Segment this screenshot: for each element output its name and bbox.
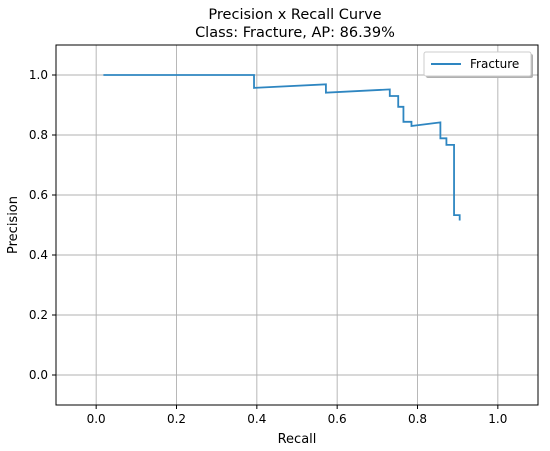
x-tick-label: 1.0 bbox=[488, 412, 507, 426]
x-tick-label: 0.4 bbox=[247, 412, 266, 426]
plot-frame bbox=[55, 44, 539, 406]
x-tick-label: 0.6 bbox=[328, 412, 347, 426]
chart-title: Precision x Recall Curve bbox=[208, 7, 381, 23]
x-tick-label: 0.2 bbox=[167, 412, 186, 426]
y-axis-label: Precision bbox=[6, 196, 21, 254]
grid-lines bbox=[56, 45, 538, 405]
legend-box bbox=[423, 51, 532, 77]
y-tick-label: 0.6 bbox=[29, 188, 48, 202]
axis-ticks: 0.0 0.2 0.4 0.6 0.8 1.0 0.0 0.2 0.4 0.6 0.8 1.0 bbox=[29, 68, 507, 426]
series-line-fracture bbox=[103, 74, 461, 221]
y-tick-label: 0.4 bbox=[29, 248, 48, 262]
x-tick-label: 0.8 bbox=[408, 412, 427, 426]
legend: Fracture bbox=[423, 51, 533, 78]
x-axis-label: Recall bbox=[278, 432, 317, 447]
y-tick-label: 0.8 bbox=[29, 128, 48, 142]
y-tick-label: 0.0 bbox=[29, 368, 48, 382]
x-tick-label: 0.0 bbox=[87, 412, 106, 426]
series-lines bbox=[103, 74, 461, 221]
y-tick-label: 0.2 bbox=[29, 308, 48, 322]
y-tick-label: 1.0 bbox=[29, 68, 48, 82]
legend-label: Fracture bbox=[470, 57, 519, 71]
chart-subtitle: Class: Fracture, AP: 86.39% bbox=[195, 25, 395, 41]
